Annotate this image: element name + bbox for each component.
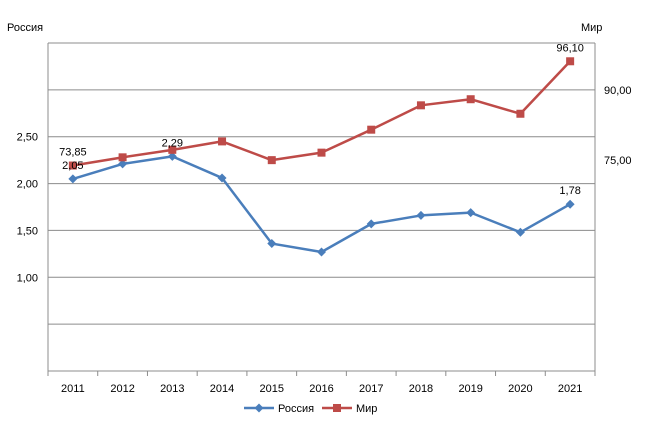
x-tick-label: 2019 <box>458 383 482 395</box>
right-tick-label: 90,00 <box>604 85 632 97</box>
legend-label: Россия <box>278 403 314 415</box>
data-point-marker <box>118 153 127 162</box>
legend: Россия Мир <box>244 403 377 415</box>
legend-label: Мир <box>356 403 377 415</box>
right-axis-ticks: 75,00 90,00 <box>604 85 632 167</box>
data-label: 2,29 <box>162 137 183 149</box>
data-point-marker <box>367 125 376 134</box>
legend-marker <box>254 403 264 413</box>
x-tick-label: 2018 <box>409 383 433 395</box>
data-point-marker <box>466 208 476 218</box>
gridlines <box>47 42 596 371</box>
data-point-marker <box>317 148 326 157</box>
data-point-marker <box>515 227 525 237</box>
x-tick-label: 2013 <box>160 383 184 395</box>
data-point-marker <box>267 239 277 249</box>
data-point-marker <box>68 161 77 170</box>
data-label: 1,78 <box>559 185 580 197</box>
left-tick-label: 1,50 <box>17 225 38 237</box>
data-point-marker <box>168 145 177 154</box>
left-axis-ticks: 1,00 1,50 2,00 2,50 <box>17 132 38 285</box>
left-tick-label: 2,00 <box>17 179 38 191</box>
data-label: 2,05 <box>62 160 83 172</box>
data-point-marker <box>366 219 376 229</box>
data-labels: 2,05 2,29 1,78 73,85 96,10 <box>59 42 584 197</box>
right-axis-title: Мир <box>581 22 602 34</box>
x-tick-label: 2015 <box>260 383 284 395</box>
data-point-marker <box>118 159 128 169</box>
legend-marker <box>333 404 341 412</box>
x-tick-label: 2011 <box>61 383 85 395</box>
right-tick-label: 75,00 <box>604 155 632 167</box>
x-tick-label: 2017 <box>359 383 383 395</box>
x-tick-label: 2012 <box>110 383 134 395</box>
x-tick-label: 2020 <box>508 383 532 395</box>
data-point-marker <box>217 173 227 183</box>
left-tick-label: 1,00 <box>17 272 38 284</box>
left-axis-title: Россия <box>7 22 43 34</box>
data-point-marker <box>317 247 326 257</box>
data-point-marker <box>565 199 575 209</box>
x-tick-label: 2014 <box>210 383 234 395</box>
series-line <box>72 155 571 254</box>
data-point-marker <box>566 57 575 66</box>
x-tick-label: 2021 <box>558 383 582 395</box>
data-point-marker <box>68 174 78 184</box>
data-point-marker <box>516 109 525 118</box>
left-tick-label: 2,50 <box>17 132 38 144</box>
data-point-marker <box>416 210 426 220</box>
x-axis-ticks: 2011 2012 2013 2014 2015 2016 2017 2018 2019 2020… <box>47 371 596 395</box>
data-label: 73,85 <box>59 147 87 159</box>
data-point-marker <box>416 101 425 110</box>
data-point-marker <box>218 137 227 146</box>
data-point-marker <box>167 151 177 161</box>
data-point-marker <box>267 156 276 165</box>
x-tick-label: 2016 <box>309 383 333 395</box>
series-group <box>68 57 575 257</box>
data-point-marker <box>466 95 475 104</box>
data-label: 96,10 <box>556 42 584 54</box>
